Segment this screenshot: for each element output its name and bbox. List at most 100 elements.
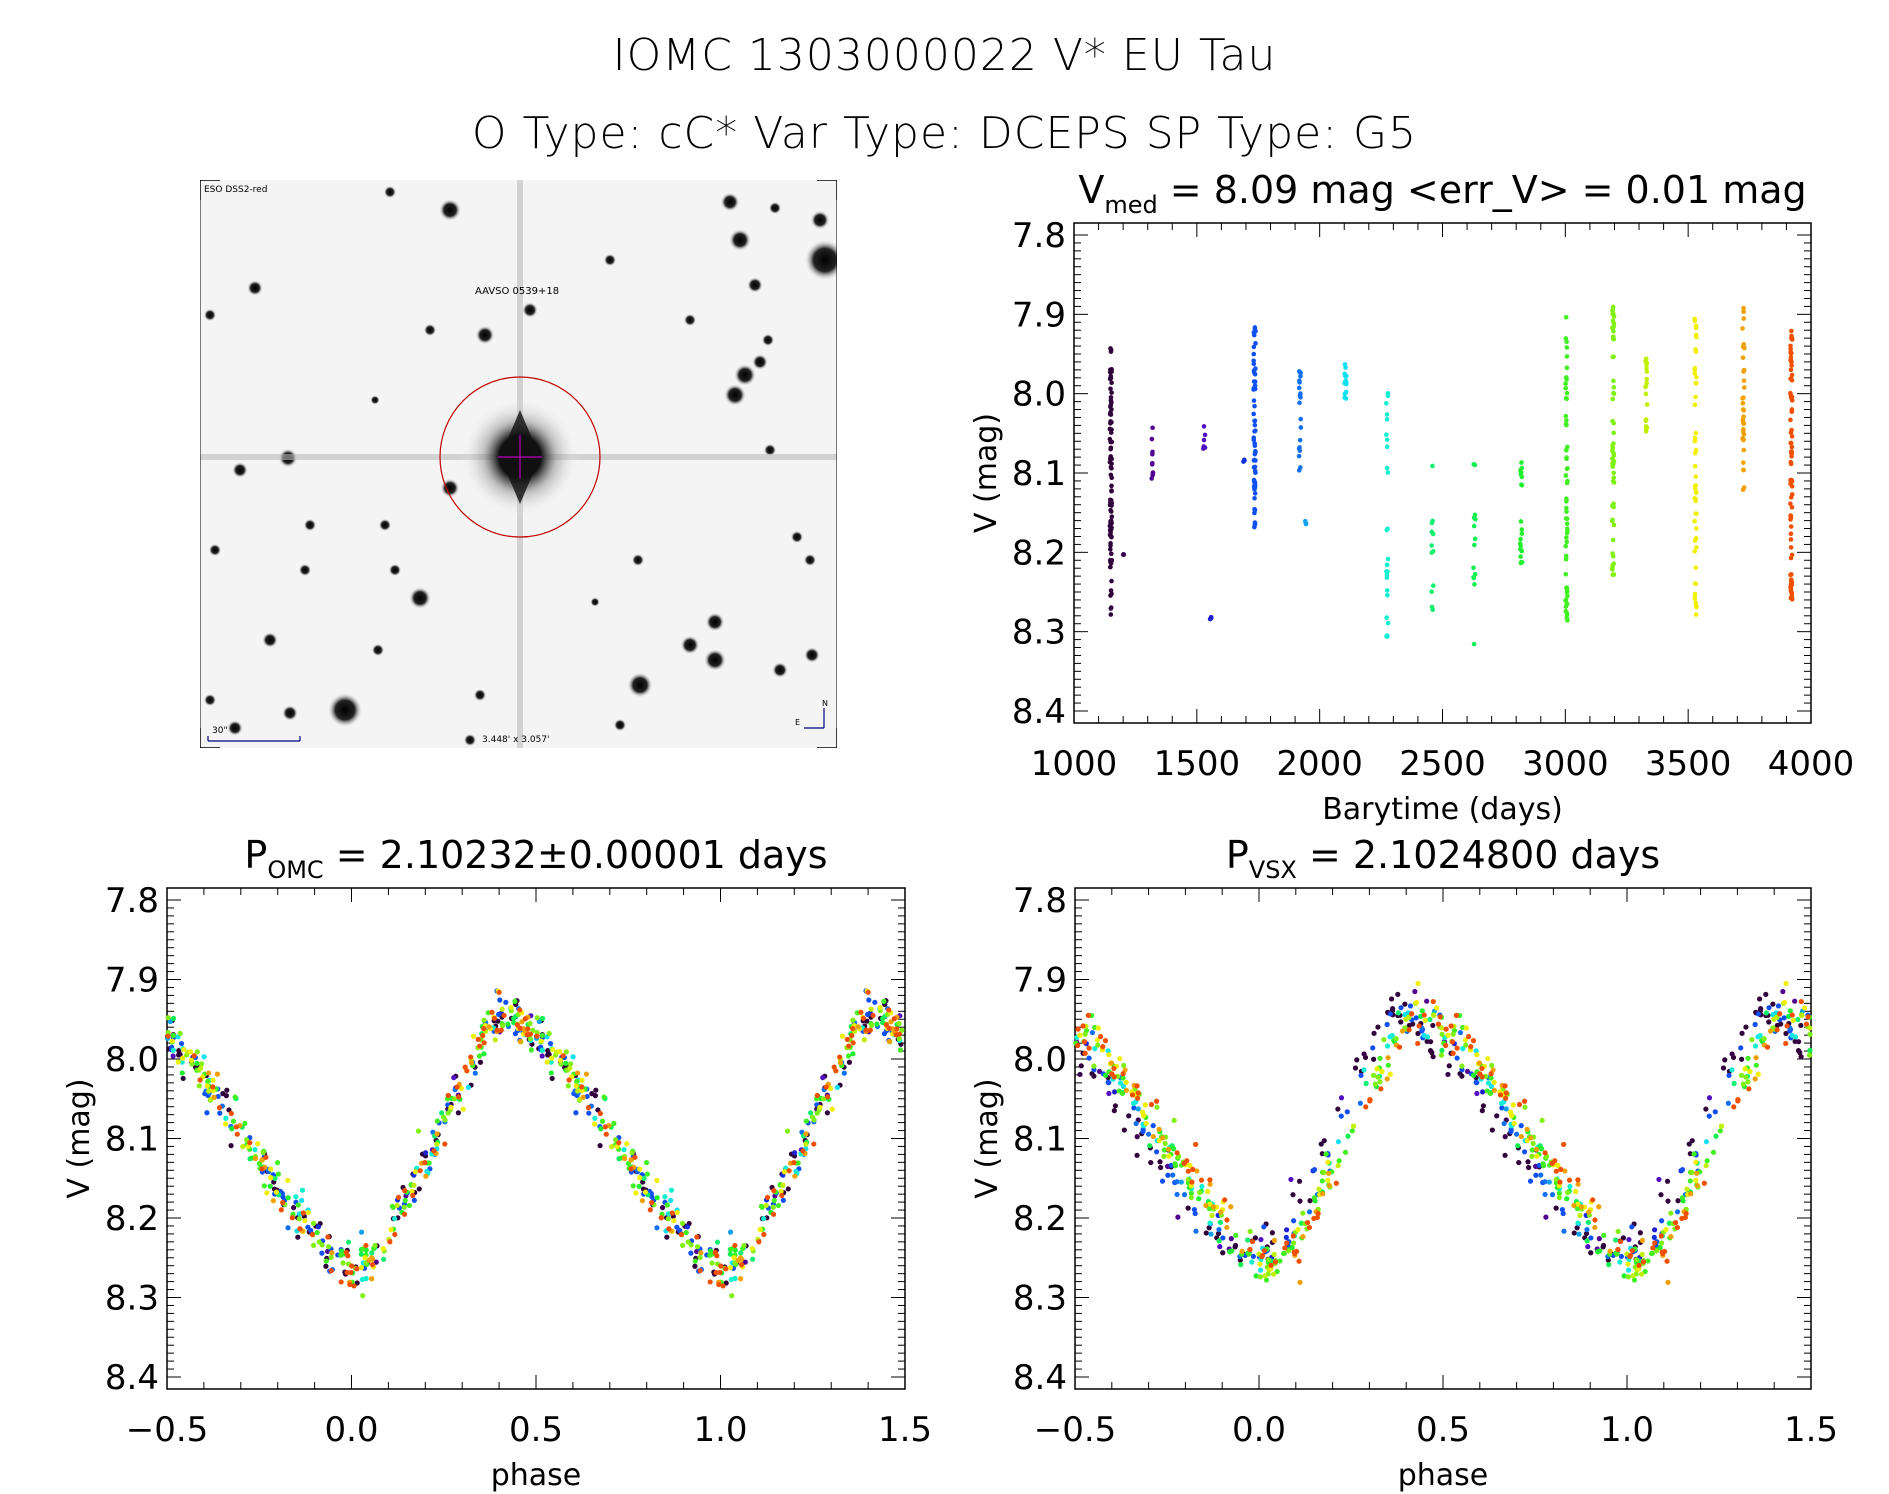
data-point (1338, 1095, 1345, 1101)
data-point (309, 1231, 315, 1238)
data-point (329, 1250, 335, 1256)
data-point (1345, 1133, 1351, 1139)
data-point (1252, 491, 1258, 496)
north-label: N (822, 699, 828, 708)
data-point (1588, 1235, 1594, 1241)
data-point (1607, 1248, 1613, 1254)
data-point (1741, 305, 1746, 311)
data-point (1178, 1179, 1184, 1185)
data-point (659, 1205, 666, 1211)
data-point (1741, 378, 1747, 383)
data-point (1335, 1163, 1341, 1169)
data-point (1706, 1095, 1713, 1101)
data-point (524, 1032, 530, 1038)
data-point (1653, 1248, 1660, 1254)
data-point (1271, 1237, 1277, 1244)
data-point (1252, 468, 1258, 474)
data-point (1679, 1195, 1685, 1201)
data-point (727, 1251, 733, 1257)
data-point (223, 1121, 229, 1127)
data-point (1143, 1120, 1149, 1127)
data-point (1726, 1072, 1732, 1079)
data-point (1089, 1071, 1095, 1077)
data-point (820, 1075, 826, 1081)
data-point (1564, 376, 1569, 382)
data-point (1148, 1159, 1154, 1166)
data-point (846, 1059, 853, 1065)
data-point (1109, 520, 1114, 526)
data-point (897, 1047, 903, 1053)
data-point (1651, 1227, 1658, 1233)
data-point (1367, 1098, 1373, 1104)
data-point (252, 1147, 258, 1153)
data-point (1631, 1277, 1638, 1283)
data-point (1610, 563, 1615, 569)
data-point (1693, 332, 1699, 338)
data-point (1789, 590, 1795, 596)
y-tick-label: 8.3 (1013, 1279, 1067, 1319)
data-point (1378, 1086, 1384, 1092)
data-point (1564, 1196, 1570, 1202)
data-point (1645, 1258, 1651, 1264)
data-point (1385, 1055, 1391, 1061)
data-point (1384, 562, 1390, 568)
data-point (1693, 430, 1699, 436)
data-point (1385, 556, 1391, 562)
data-point (285, 1195, 291, 1201)
data-point (1217, 1244, 1223, 1250)
data-point (1184, 1158, 1190, 1164)
data-point (1807, 1025, 1813, 1031)
data-point (584, 1093, 590, 1100)
data-point (1788, 376, 1794, 382)
data-point (567, 1061, 574, 1067)
data-point (1448, 1023, 1454, 1029)
data-point (517, 1038, 523, 1044)
data-point (770, 1204, 776, 1210)
x-tick-label: 0.0 (1232, 1410, 1286, 1450)
data-point (1511, 1120, 1517, 1127)
data-point (1611, 378, 1616, 384)
x-tick-label: 4000 (1768, 744, 1855, 784)
data-point (1205, 1188, 1211, 1195)
data-point (481, 1025, 487, 1032)
field-star (438, 198, 462, 222)
data-point (1117, 1080, 1124, 1086)
data-point (1217, 1219, 1223, 1225)
data-point (1674, 1209, 1681, 1215)
data-point (1610, 318, 1616, 324)
data-point (1560, 1210, 1566, 1217)
data-point (1387, 1071, 1393, 1077)
data-point (308, 1227, 314, 1234)
data-point (1617, 1259, 1623, 1265)
data-point (1108, 564, 1113, 570)
data-point (1508, 1128, 1514, 1135)
data-point (1371, 1056, 1377, 1062)
data-point (1326, 1183, 1332, 1189)
data-point (1485, 1056, 1491, 1062)
data-point (1658, 1192, 1664, 1198)
data-point (480, 1033, 486, 1039)
data-point (1325, 1177, 1331, 1183)
data-point (270, 1198, 276, 1204)
data-point (1525, 1164, 1532, 1171)
data-point (1363, 1104, 1369, 1110)
data-point (1174, 1191, 1180, 1198)
data-point (1556, 1190, 1562, 1196)
data-point (1208, 615, 1214, 621)
data-point (1735, 1098, 1741, 1104)
data-point (850, 1017, 856, 1023)
x-tick-label: −0.5 (1034, 1410, 1117, 1450)
data-point (1738, 1045, 1744, 1051)
data-point (230, 1118, 237, 1124)
data-point (1741, 385, 1747, 390)
plot-title: POMC = 2.10232±0.00001 days (244, 833, 827, 884)
field-star (763, 443, 777, 457)
data-point (1091, 1063, 1097, 1069)
data-point (1199, 1183, 1205, 1190)
data-point (1150, 1133, 1156, 1140)
data-point (1788, 495, 1794, 500)
data-point (1457, 1029, 1464, 1036)
data-point (1357, 1100, 1363, 1106)
data-point (1740, 326, 1745, 331)
y-tick-label: 8.0 (105, 1040, 159, 1080)
